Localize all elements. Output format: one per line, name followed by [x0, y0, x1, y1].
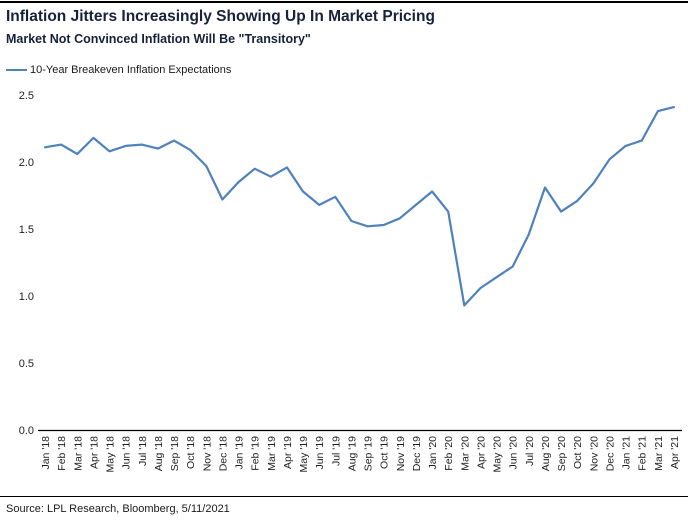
x-axis-tick-label: Oct '19	[379, 436, 391, 469]
x-axis-tick-label: Jul '19	[330, 436, 342, 466]
x-axis-tick-label: Apr '19	[282, 436, 294, 469]
x-axis-tick-label: Oct '18	[185, 436, 197, 469]
x-axis-tick-label: Feb '21	[637, 436, 649, 471]
x-axis-tick-label: Jan '18	[40, 436, 52, 470]
x-axis-tick-label: Jan '21	[621, 436, 633, 470]
x-axis-tick-label: Feb '18	[56, 436, 68, 471]
chart-title: Inflation Jitters Increasingly Showing U…	[6, 8, 435, 25]
x-axis-tick-label: Jun '20	[508, 436, 520, 470]
x-axis-tick-label: Jul '18	[137, 436, 149, 466]
x-axis-tick-label: Aug '20	[540, 436, 552, 471]
x-axis-tick-label: Dec '20	[605, 436, 617, 471]
x-axis-tick-label: Aug '19	[346, 436, 358, 471]
y-axis-tick-label: 0.0	[19, 425, 34, 437]
x-axis-tick-label: Sep '20	[556, 436, 568, 471]
source-attribution: Source: LPL Research, Bloomberg, 5/11/20…	[6, 503, 230, 515]
x-axis-tick-label: Mar '19	[266, 436, 278, 471]
y-axis-tick-label: 2.0	[19, 157, 34, 169]
x-axis-tick-label: Apr '20	[476, 436, 488, 469]
x-axis-tick-label: May '19	[298, 436, 310, 473]
x-axis-tick-label: May '18	[105, 436, 117, 473]
x-axis-tick-label: Feb '19	[250, 436, 262, 471]
x-axis-tick-label: Dec '18	[217, 436, 229, 471]
x-axis-tick-label: Mar '18	[72, 436, 84, 471]
y-axis-tick-label: 2.5	[19, 90, 34, 102]
breakeven-inflation-line-series	[43, 105, 676, 307]
x-axis-tick-label: Jun '19	[314, 436, 326, 470]
x-axis-tick-label: Apr '21	[669, 436, 681, 469]
x-axis-tick-label: Feb '20	[443, 436, 455, 471]
x-axis-tick-label: Oct '20	[572, 436, 584, 469]
x-axis-tick-label: Apr '18	[88, 436, 100, 469]
x-axis-tick-label: May '20	[492, 436, 504, 473]
chart-subtitle: Market Not Convinced Inflation Will Be "…	[6, 32, 311, 46]
x-axis-tick-label: Aug '18	[153, 436, 165, 471]
x-axis-tick-label: Jun '18	[121, 436, 133, 470]
x-axis-tick-label: Mar '20	[459, 436, 471, 471]
x-axis-tick-label: Nov '18	[201, 436, 213, 471]
x-axis-tick-label: Mar '21	[653, 436, 665, 471]
legend: 10-Year Breakeven Inflation Expectations	[6, 63, 231, 77]
x-axis-tick-label: Jul '20	[524, 436, 536, 466]
x-axis-tick-label: Jan '19	[234, 436, 246, 470]
legend-line-swatch-icon	[6, 69, 27, 71]
x-axis-tick-label: Jan '20	[427, 436, 439, 470]
legend-label: 10-Year Breakeven Inflation Expectations	[30, 64, 232, 76]
x-axis-tick-label: Nov '19	[395, 436, 407, 471]
y-axis-tick-label: 1.5	[19, 224, 34, 236]
x-axis-tick-label: Sep '18	[169, 436, 181, 471]
top-border-rule	[0, 1, 688, 3]
x-axis-tick-label: Nov '20	[588, 436, 600, 471]
x-axis-tick-label: Dec '19	[411, 436, 423, 471]
y-axis-tick-label: 0.5	[19, 358, 34, 370]
bottom-border-rule	[0, 496, 688, 497]
x-axis-tick-label: Sep '19	[363, 436, 375, 471]
y-axis-tick-label: 1.0	[19, 291, 34, 303]
